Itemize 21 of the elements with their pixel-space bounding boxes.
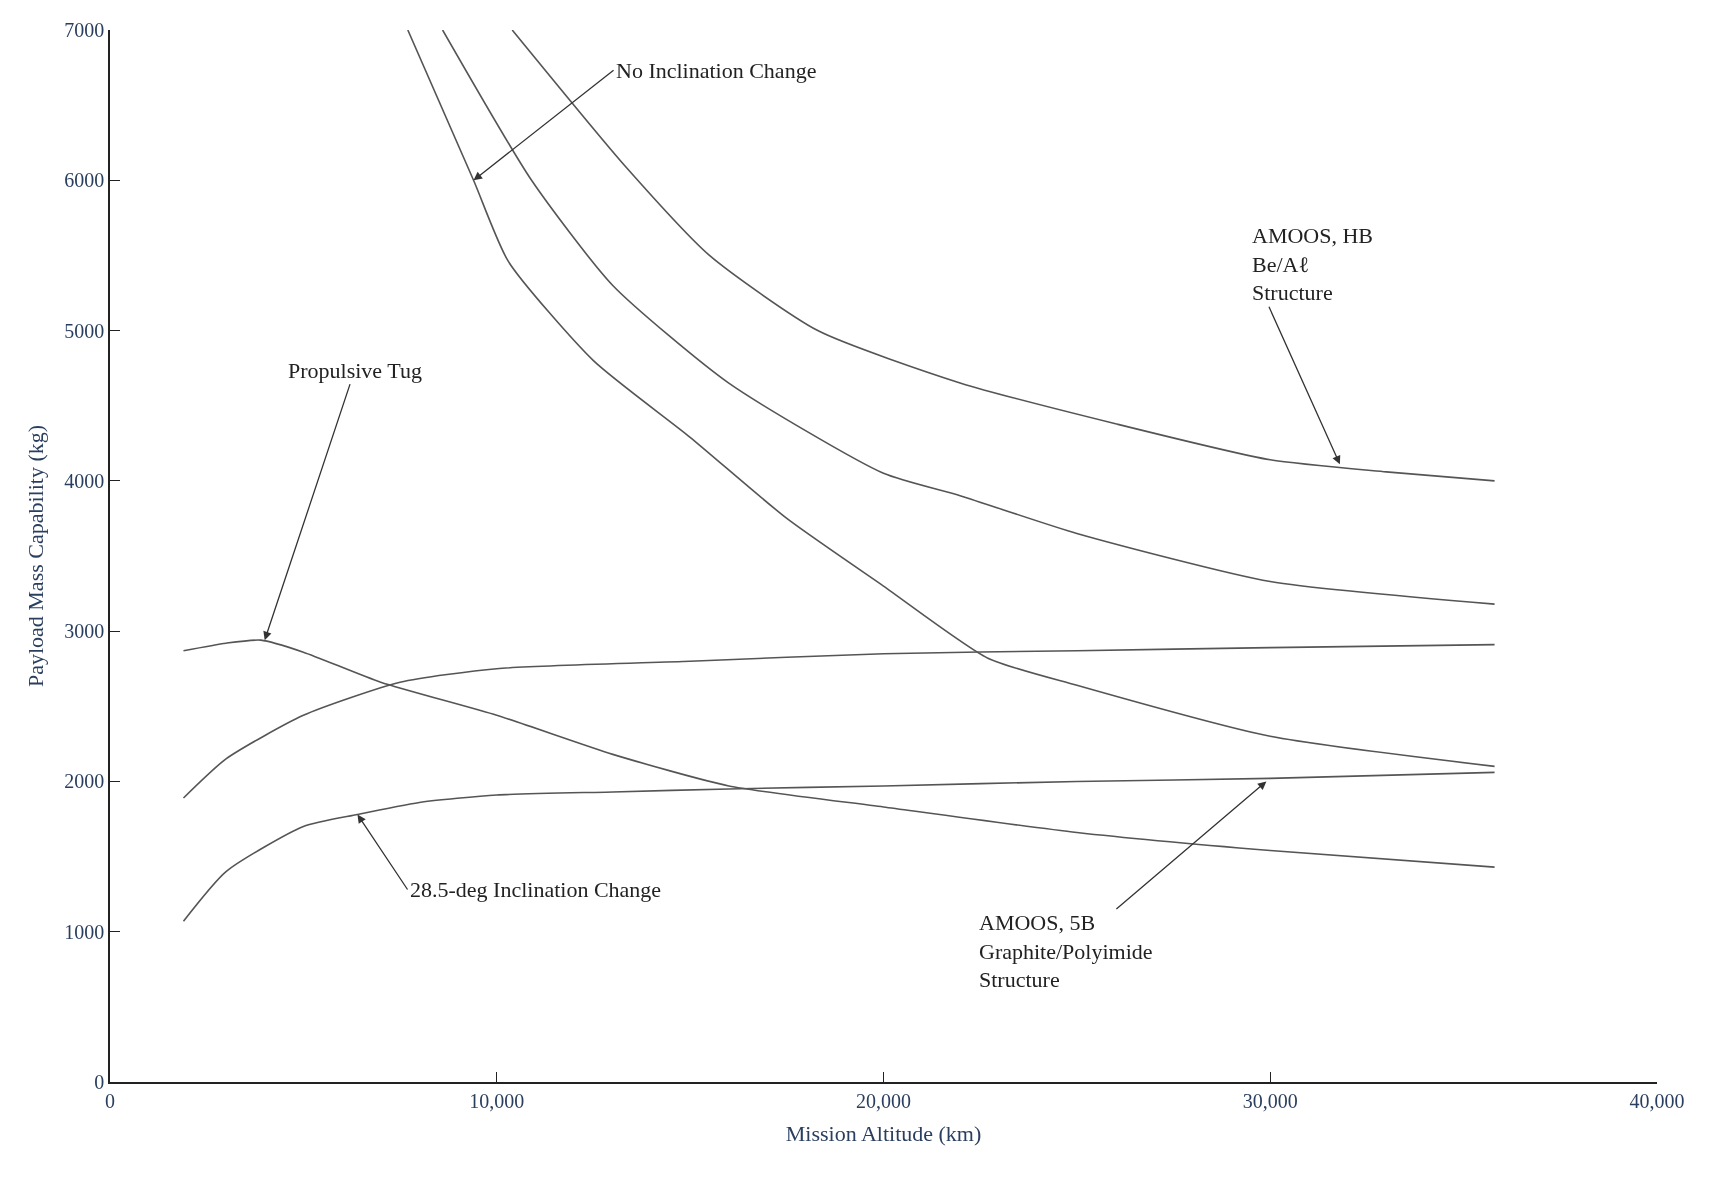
- line-series: [511, 30, 1496, 482]
- x-tick-label: 40,000: [1629, 1089, 1685, 1112]
- y-tick-label: 2000: [64, 770, 105, 793]
- y-tick-label: 1000: [64, 920, 105, 943]
- y-tick-label: 7000: [64, 19, 105, 41]
- annotation: 28.5-deg Inclination Change: [410, 877, 662, 902]
- y-tick-label: 4000: [64, 469, 105, 492]
- annotation: AMOOS, HB Be/Aℓ Structure: [1252, 223, 1374, 306]
- y-tick-label: 6000: [64, 169, 105, 192]
- x-axis-title: Mission Altitude (km): [785, 1121, 982, 1147]
- annotation: AMOOS, 5B Graphite/Polyimide Structure: [979, 910, 1153, 993]
- y-tick-label: 5000: [64, 319, 105, 342]
- annotation: Propulsive Tug: [288, 358, 422, 383]
- x-tick-label: 10,000: [469, 1089, 525, 1112]
- y-tick-label: 3000: [64, 620, 105, 643]
- x-tick-label: 30,000: [1242, 1089, 1298, 1112]
- y-tick-label: 0: [94, 1071, 105, 1093]
- x-tick-label: 20,000: [856, 1089, 911, 1112]
- y-axis-title: Payload Mass Capability (kg): [22, 424, 48, 688]
- line-series: [441, 30, 1496, 605]
- annotation: No Inclination Change: [616, 58, 817, 83]
